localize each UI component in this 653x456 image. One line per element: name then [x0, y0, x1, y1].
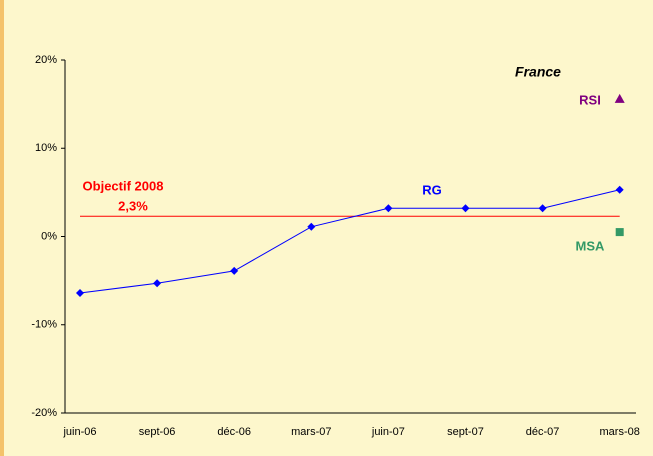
series-line — [79, 189, 620, 294]
x-tick-label: déc-06 — [217, 426, 251, 438]
marker — [615, 185, 624, 194]
marker — [307, 222, 316, 231]
y-tick-label: 20% — [35, 54, 57, 66]
marker — [615, 228, 624, 237]
marker — [538, 204, 547, 213]
y-tick-label: -20% — [31, 407, 57, 419]
objective-label: Objectif 2008 — [83, 178, 164, 193]
marker — [461, 204, 470, 213]
series-label: RSI — [579, 92, 601, 107]
chart-title: France — [515, 64, 561, 80]
left-border — [0, 0, 4, 456]
x-tick-label: mars-08 — [600, 426, 640, 438]
x-tick-label: sept-07 — [447, 426, 484, 438]
marker — [614, 93, 625, 103]
marker — [76, 288, 84, 297]
marker — [153, 279, 162, 288]
x-tick-label: mars-07 — [291, 426, 331, 438]
x-tick-label: déc-07 — [526, 426, 560, 438]
series-label: RG — [422, 182, 442, 197]
y-tick-label: 10% — [35, 142, 57, 154]
series-label: MSA — [576, 238, 606, 253]
x-tick-label: juin-06 — [62, 426, 96, 438]
marker — [384, 204, 393, 213]
objective-value-label: 2,3% — [118, 198, 148, 213]
y-tick-label: 0% — [41, 230, 57, 242]
marker — [230, 266, 239, 275]
x-tick-label: sept-06 — [139, 426, 176, 438]
x-tick-label: juin-07 — [371, 426, 405, 438]
y-tick-label: -10% — [31, 319, 57, 331]
